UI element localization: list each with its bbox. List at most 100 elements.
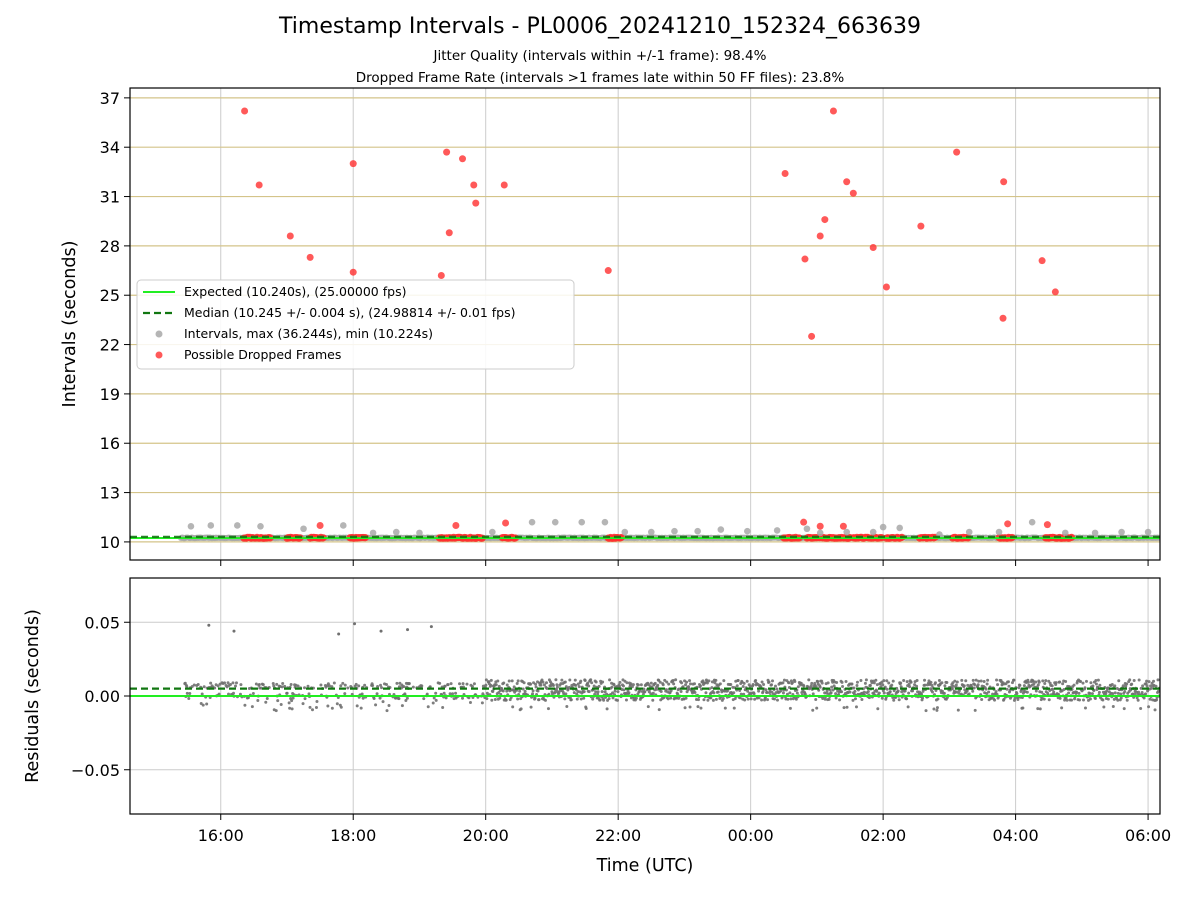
residual-point: [1145, 679, 1149, 683]
residual-point: [899, 681, 903, 685]
residual-point: [882, 691, 886, 695]
x-tick-label: 04:00: [993, 826, 1039, 845]
residual-point: [976, 683, 980, 687]
dropped-frame-point: [502, 519, 510, 527]
residual-point: [496, 679, 500, 683]
residual-point: [411, 685, 415, 689]
residual-point: [229, 682, 233, 686]
residual-point: [1152, 679, 1156, 683]
residual-point: [1113, 684, 1117, 688]
residual-point: [621, 684, 625, 688]
residual-point: [380, 686, 384, 690]
residual-point: [738, 696, 742, 700]
residual-point: [840, 690, 844, 694]
residual-point: [709, 696, 713, 700]
residual-point: [1079, 680, 1083, 684]
residual-point: [935, 708, 939, 712]
residual-point: [617, 684, 621, 688]
residual-point: [704, 691, 708, 695]
residual-point: [1093, 697, 1097, 701]
residual-point: [491, 689, 495, 693]
residual-point: [683, 706, 687, 710]
residual-point: [381, 700, 385, 704]
residual-point: [310, 708, 314, 712]
residual-point: [361, 696, 365, 700]
residual-point: [541, 680, 545, 684]
residual-point: [1116, 698, 1120, 702]
residual-point: [319, 683, 323, 687]
residual-point: [233, 684, 237, 688]
residual-point: [765, 690, 769, 694]
residual-point: [661, 683, 665, 687]
residual-point: [598, 698, 602, 702]
top-y-tick-label: 16: [100, 434, 120, 453]
residual-point: [200, 692, 204, 696]
interval-point: [339, 522, 347, 529]
residual-point: [1148, 697, 1152, 701]
residual-point: [924, 709, 928, 713]
residual-point: [1018, 683, 1022, 687]
residual-point: [845, 705, 849, 709]
x-tick-label: 22:00: [595, 826, 641, 845]
residual-point: [1088, 697, 1092, 701]
residual-point: [807, 678, 811, 682]
residual-point: [596, 690, 600, 694]
residual-point: [665, 680, 669, 684]
residual-point: [285, 691, 289, 695]
x-axis-label: Time (UTC): [596, 856, 694, 876]
residual-point: [679, 690, 683, 694]
residual-point: [950, 687, 954, 691]
residual-point: [902, 679, 906, 683]
residual-point: [937, 679, 941, 683]
residual-point: [830, 685, 834, 689]
residual-point: [590, 681, 594, 685]
residual-point: [982, 679, 986, 683]
residual-point: [779, 689, 783, 693]
residual-point: [658, 680, 662, 684]
residual-point: [536, 689, 540, 693]
residual-point: [326, 704, 330, 708]
residual-point: [631, 683, 635, 687]
residual-point: [533, 696, 537, 700]
dropped-frame-point: [869, 244, 877, 252]
interval-point: [234, 522, 241, 529]
residual-point: [250, 705, 254, 709]
residual-point: [1116, 691, 1120, 695]
residual-point: [251, 691, 255, 695]
residual-point: [234, 681, 238, 685]
residual-point: [583, 678, 587, 682]
x-tick-label: 02:00: [860, 826, 906, 845]
residual-point: [994, 690, 998, 694]
residual-point: [1106, 697, 1110, 701]
residual-outlier-point: [379, 629, 383, 633]
residual-point: [582, 696, 586, 700]
residual-point: [882, 679, 886, 683]
residual-point: [296, 684, 300, 688]
residual-point: [672, 682, 676, 686]
residual-point: [905, 680, 909, 684]
residual-point: [634, 696, 638, 700]
residual-point: [425, 692, 429, 696]
interval-point: [528, 518, 536, 526]
legend-expected-label: Expected (10.240s), (25.00000 fps): [184, 284, 406, 299]
residual-point: [308, 705, 312, 709]
residual-point: [1077, 691, 1081, 695]
residual-point: [732, 706, 736, 710]
residual-point: [835, 680, 839, 684]
residual-point: [597, 684, 601, 688]
residual-point: [451, 692, 455, 696]
residual-point: [1002, 697, 1006, 701]
residual-point: [942, 691, 946, 695]
residual-point: [625, 681, 629, 685]
residual-point: [385, 709, 389, 713]
residual-point: [866, 690, 870, 694]
residual-point: [953, 679, 957, 683]
residual-point: [539, 683, 543, 687]
interval-point: [187, 522, 195, 530]
residual-point: [443, 684, 447, 688]
residual-point: [748, 684, 752, 688]
residual-point: [510, 679, 514, 683]
residual-point: [501, 689, 505, 693]
residual-point: [653, 681, 657, 685]
